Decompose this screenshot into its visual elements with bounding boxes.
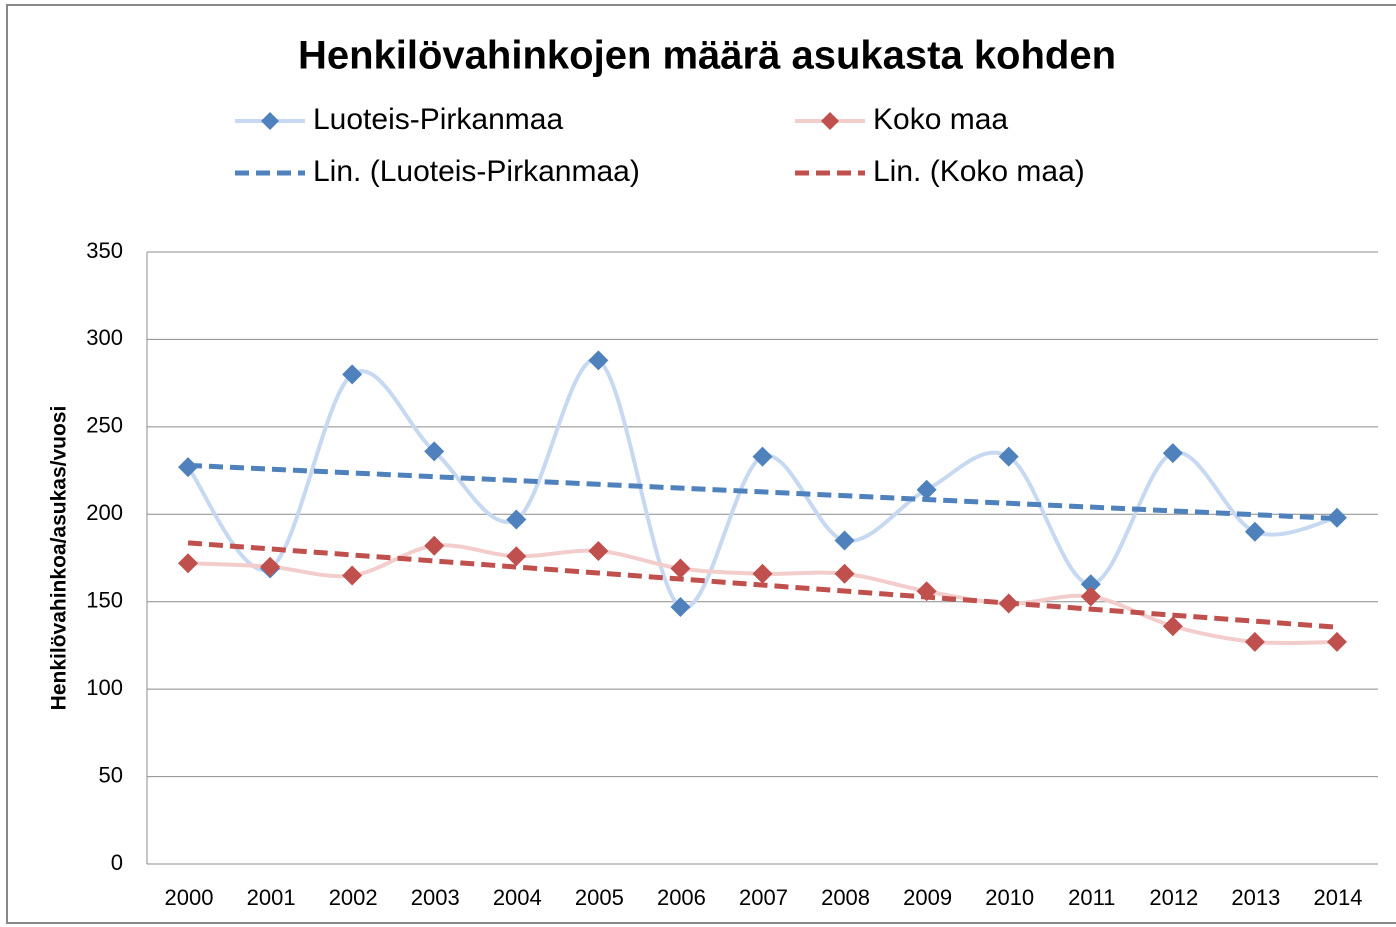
x-tick-label: 2009 bbox=[903, 885, 952, 910]
marker bbox=[752, 563, 773, 584]
marker bbox=[998, 593, 1019, 614]
y-tick-label: 350 bbox=[86, 238, 123, 263]
y-tick-label: 300 bbox=[86, 325, 123, 350]
y-axis-label: Henkilövahinkoa/asukas/vuosi bbox=[48, 406, 71, 711]
marker bbox=[506, 546, 527, 567]
y-tick-label: 0 bbox=[111, 850, 123, 875]
y-tick-label: 100 bbox=[86, 675, 123, 700]
marker bbox=[752, 446, 773, 467]
x-tick-label: 2004 bbox=[493, 885, 542, 910]
x-tick-label: 2014 bbox=[1313, 885, 1362, 910]
legend-label: Luoteis-Pirkanmaa bbox=[313, 103, 563, 136]
legend-label: Lin. (Luoteis-Pirkanmaa) bbox=[313, 155, 640, 188]
y-tick-label: 50 bbox=[99, 762, 123, 787]
marker bbox=[1162, 443, 1183, 464]
x-tick-label: 2003 bbox=[411, 885, 460, 910]
x-tick-label: 2010 bbox=[985, 885, 1034, 910]
x-tick-label: 2011 bbox=[1068, 885, 1115, 910]
chart-frame bbox=[6, 4, 1396, 924]
marker bbox=[834, 563, 855, 584]
chart-title: Henkilövahinkojen määrä asukasta kohden bbox=[298, 34, 1116, 78]
marker bbox=[178, 457, 199, 478]
x-tick-label: 2001 bbox=[247, 885, 296, 910]
marker bbox=[178, 553, 199, 574]
legend-label: Lin. (Koko maa) bbox=[873, 155, 1085, 188]
y-tick-label: 200 bbox=[86, 500, 123, 525]
marker bbox=[916, 581, 937, 602]
trendline bbox=[187, 462, 1338, 521]
marker bbox=[342, 364, 363, 385]
marker bbox=[424, 535, 445, 556]
legend-marker bbox=[821, 112, 839, 130]
legend-label: Koko maa bbox=[873, 103, 1008, 136]
marker bbox=[916, 479, 937, 500]
marker bbox=[1326, 631, 1347, 652]
marker bbox=[506, 509, 527, 530]
marker bbox=[424, 441, 445, 462]
x-tick-label: 2000 bbox=[165, 885, 214, 910]
marker bbox=[260, 556, 281, 577]
marker bbox=[670, 558, 691, 579]
x-tick-label: 2008 bbox=[821, 885, 870, 910]
legend-marker bbox=[261, 112, 279, 130]
marker bbox=[1080, 586, 1101, 607]
marker bbox=[342, 565, 363, 586]
y-tick-label: 250 bbox=[86, 413, 123, 438]
x-tick-label: 2012 bbox=[1149, 885, 1198, 910]
marker bbox=[670, 596, 691, 617]
marker bbox=[1244, 631, 1265, 652]
trendline bbox=[187, 540, 1338, 630]
marker bbox=[834, 530, 855, 551]
marker bbox=[998, 446, 1019, 467]
marker bbox=[1244, 521, 1265, 542]
marker bbox=[1162, 616, 1183, 637]
y-tick-label: 150 bbox=[86, 588, 123, 613]
series-line bbox=[186, 357, 1338, 610]
x-tick-label: 2006 bbox=[657, 885, 706, 910]
x-tick-label: 2013 bbox=[1231, 885, 1280, 910]
marker bbox=[1080, 574, 1101, 595]
marker bbox=[588, 541, 609, 562]
marker bbox=[588, 350, 609, 371]
x-tick-label: 2005 bbox=[575, 885, 624, 910]
marker bbox=[1326, 507, 1347, 528]
x-tick-label: 2007 bbox=[739, 885, 788, 910]
x-tick-label: 2002 bbox=[329, 885, 378, 910]
